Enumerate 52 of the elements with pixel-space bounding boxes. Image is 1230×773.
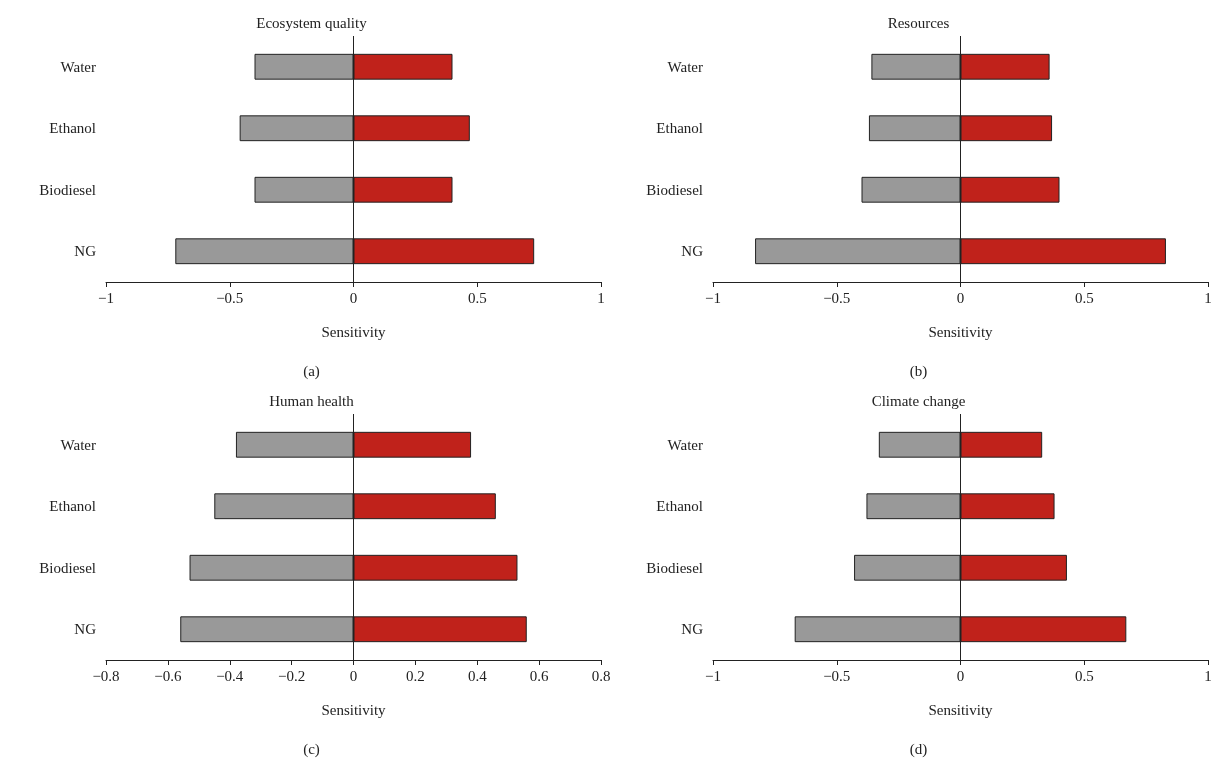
x-tick-label: 0.6 [529,667,549,684]
text: (a) [303,362,320,380]
x-tick-label: −1 [98,289,114,306]
text: (d) [909,740,928,758]
x-tick-label: 0.5 [1074,289,1094,306]
y-tick-label: Ethanol [656,120,703,137]
x-tick-label: 0 [349,667,358,684]
y-tick-label: Biodiesel [39,181,96,198]
x-tick-label: −1 [705,289,721,306]
x-tick-label: −0.4 [216,667,244,684]
x-axis-title: Sensitivity [928,323,994,340]
x-tick-label: 0 [349,289,358,306]
x-tick-label: 1 [1204,289,1212,306]
y-tick-label: NG [74,621,97,638]
y-tick-label: Biodiesel [646,181,703,198]
x-tick-label: 0.2 [406,667,425,684]
y-tick-label: NG [681,621,704,638]
y-tick-label: NG [74,243,97,260]
x-tick-label: −0.5 [216,289,244,306]
x-tick-label: −1 [705,667,721,684]
y-tick-label: Water [60,58,96,75]
x-tick-label: 0.8 [591,667,611,684]
x-tick-label: −0.5 [823,289,851,306]
text: (b) [909,362,928,380]
y-tick-label: Biodiesel [646,559,703,576]
y-tick-label: Ethanol [656,498,703,515]
x-tick-label: 1 [1204,667,1212,684]
chart-title: Climate change [871,392,966,409]
x-tick-label: 0.5 [1074,667,1094,684]
x-tick-label: −0.6 [154,667,182,684]
x-tick-label: 0 [956,667,965,684]
y-tick-label: Water [667,436,703,453]
x-axis-title: Sensitivity [928,701,994,718]
y-tick-label: NG [681,243,704,260]
x-tick-label: 0.4 [467,667,488,684]
x-tick-label: −0.2 [278,667,306,684]
chart-title: Resources [887,14,950,31]
x-tick-label: 0.5 [467,289,487,306]
chart-title: Ecosystem quality [256,14,368,31]
x-axis-title: Sensitivity [321,323,387,340]
chart-title: Human health [269,392,355,409]
x-tick-label: 1 [597,289,605,306]
y-tick-label: Ethanol [49,498,96,515]
y-tick-label: Ethanol [49,120,96,137]
x-axis-title: Sensitivity [321,701,387,718]
x-tick-label: 0 [956,289,965,306]
text: (c) [303,740,320,758]
x-tick-label: −0.8 [92,667,120,684]
x-tick-label: −0.5 [823,667,851,684]
y-tick-label: Water [60,436,96,453]
y-tick-label: Biodiesel [39,559,96,576]
y-tick-label: Water [667,58,703,75]
